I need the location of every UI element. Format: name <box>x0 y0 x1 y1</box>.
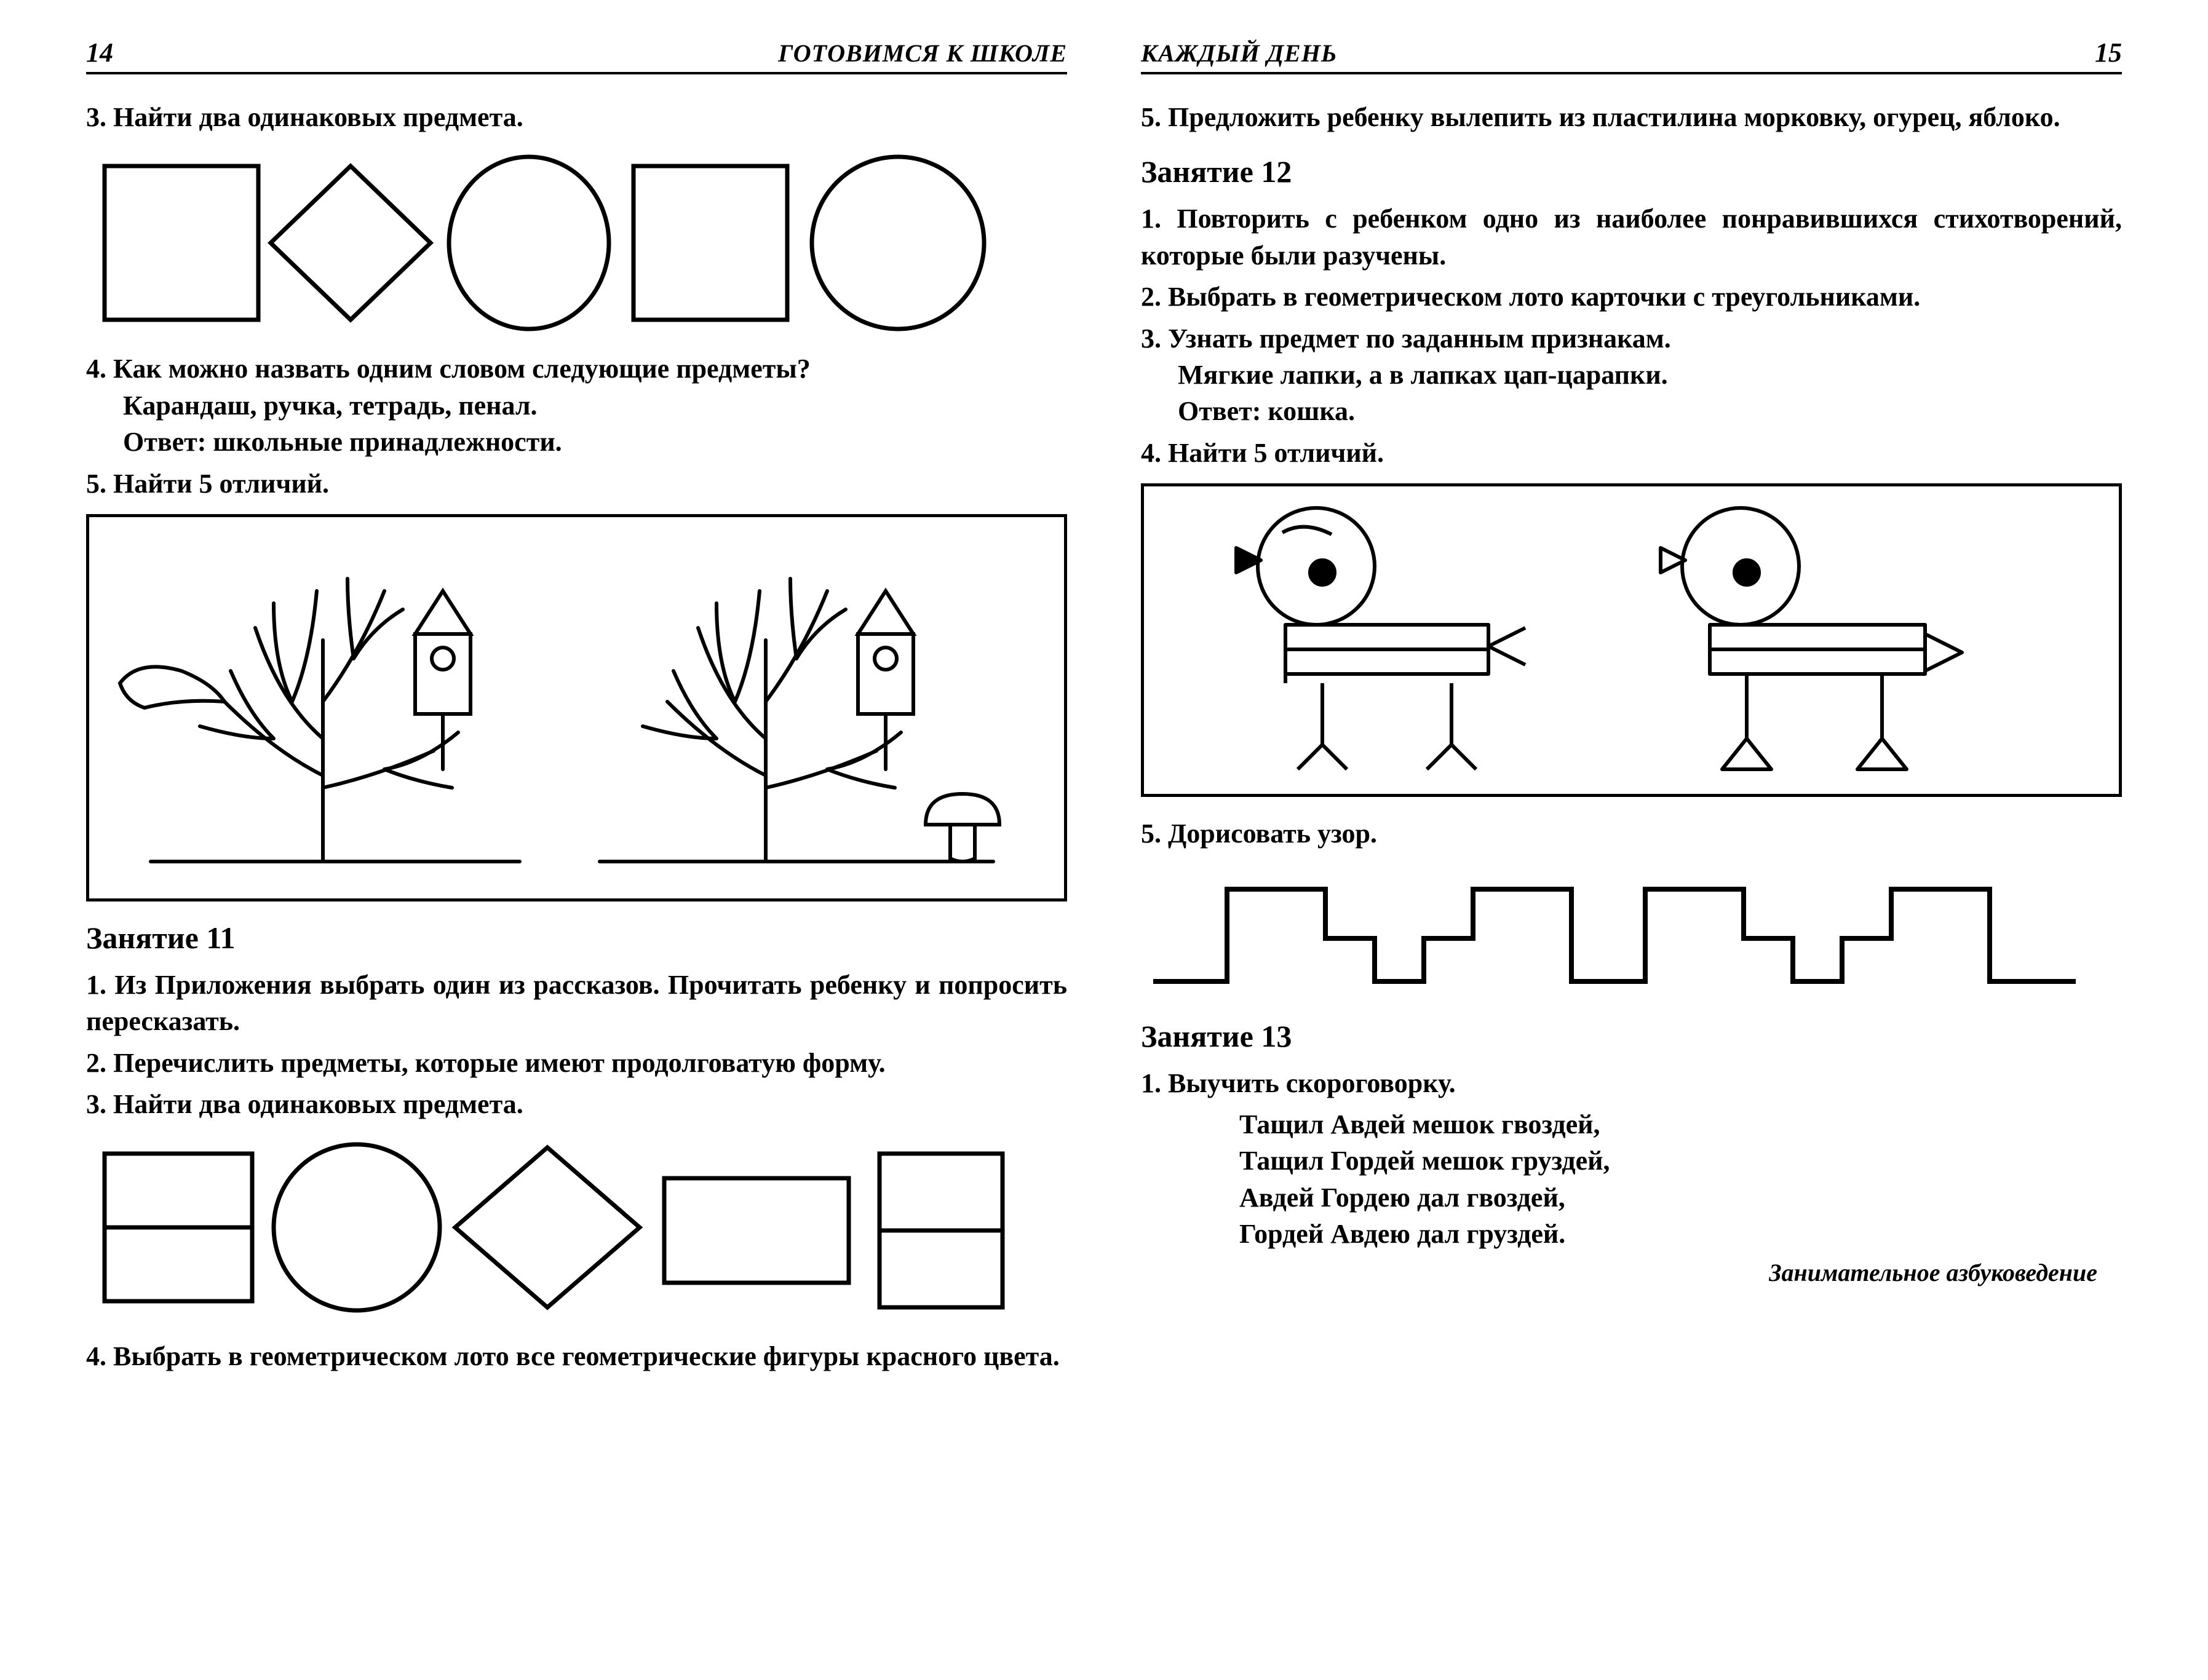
mushroom-icon <box>926 794 999 862</box>
task-4-list: Карандаш, ручка, тетрадь, пенал. <box>123 387 1067 424</box>
shape-ellipse <box>449 157 609 329</box>
l12-task-4: 4. Найти 5 отличий. <box>1141 435 2122 471</box>
task-4-text: 4. Как можно назвать одним словом следую… <box>86 354 811 384</box>
birdhouse-right <box>858 591 913 769</box>
horses-figure <box>1141 483 2122 797</box>
poem-line-1: Тащил Авдей мешок гвоздей, <box>1239 1106 2122 1143</box>
shapes-row-1 <box>86 148 1067 332</box>
shape-split-square <box>105 1154 252 1301</box>
r-task-5: 5. Предложить ребенку вылепить из пласти… <box>1141 99 2122 135</box>
page-left: 14 ГОТОВИМСЯ К ШКОЛЕ 3. Найти два одинак… <box>49 37 1104 1643</box>
l11-task-1: 1. Из Приложения выбрать один из рассказ… <box>86 967 1067 1040</box>
l12-task-1: 1. Повторить с ребенком одно из наиболее… <box>1141 200 2122 274</box>
running-head: ГОТОВИМСЯ К ШКОЛЕ <box>778 39 1067 68</box>
l12-task-5: 5. Дорисовать узор. <box>1141 815 2122 852</box>
l12-task-2: 2. Выбрать в геометрическом лото карточк… <box>1141 279 2122 315</box>
page-right: КАЖДЫЙ ДЕНЬ 15 5. Предложить ребенку выл… <box>1104 37 2159 1643</box>
running-head-right: КАЖДЫЙ ДЕНЬ <box>1141 39 1337 68</box>
birdhouse-left <box>415 591 471 769</box>
l11-task-2: 2. Перечислить предметы, которые имеют п… <box>86 1045 1067 1081</box>
header-right: КАЖДЫЙ ДЕНЬ 15 <box>1141 37 2122 74</box>
lesson-12-title: Занятие 12 <box>1141 154 2122 189</box>
l13-task-1: 1. Выучить скороговорку. <box>1141 1065 2122 1101</box>
shape-circle <box>812 157 984 329</box>
poem-line-4: Гордей Авдею дал груздей. <box>1239 1216 2122 1252</box>
header-left: 14 ГОТОВИМСЯ К ШКОЛЕ <box>86 37 1067 74</box>
lesson-13-title: Занятие 13 <box>1141 1018 2122 1054</box>
pattern-figure <box>1141 865 2122 1000</box>
shape-square-2 <box>633 166 787 320</box>
poem-line-3: Авдей Гордею дал гвоздей, <box>1239 1179 2122 1216</box>
shape-diamond <box>271 166 431 320</box>
l11-task-4: 4. Выбрать в геометрическом лото все гео… <box>86 1338 1067 1374</box>
shapes-row-2 <box>86 1135 1067 1320</box>
leaf-icon <box>120 667 224 708</box>
lesson-11-title: Занятие 11 <box>86 920 1067 956</box>
trees-figure <box>86 514 1067 901</box>
shape-rect <box>664 1178 849 1283</box>
page-number: 14 <box>86 37 113 68</box>
horse-left <box>1236 508 1525 769</box>
task-3: 3. Найти два одинаковых предмета. <box>86 99 1067 135</box>
l11-task-3: 3. Найти два одинаковых предмета. <box>86 1086 1067 1122</box>
shape-circle-2 <box>274 1144 440 1310</box>
shape-split-rect <box>880 1154 1003 1307</box>
l12-task-3: 3. Узнать предмет по заданным признакам.… <box>1141 320 2122 430</box>
poem-line-2: Тащил Гордей мешок груздей, <box>1239 1143 2122 1179</box>
shape-diamond-2 <box>455 1147 640 1307</box>
page-number-right: 15 <box>2095 37 2122 68</box>
task-4: 4. Как можно назвать одним словом следую… <box>86 351 1067 460</box>
horse-right <box>1661 508 1962 769</box>
shape-square <box>105 166 258 320</box>
credit-line: Занимательное азбуковедение <box>1141 1258 2122 1287</box>
task-5: 5. Найти 5 отличий. <box>86 466 1067 502</box>
task-4-answer: Ответ: школьные принадлежности. <box>123 424 1067 460</box>
